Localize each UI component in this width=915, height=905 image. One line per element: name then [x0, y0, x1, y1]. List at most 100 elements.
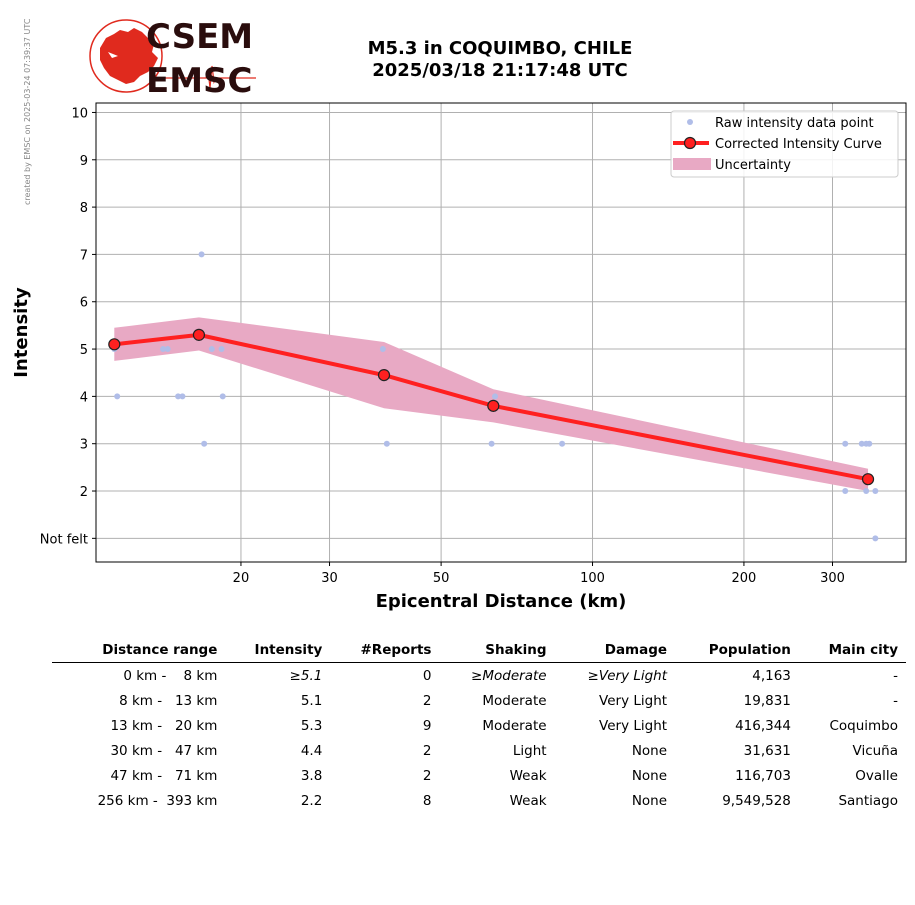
table-cell: 416,344: [735, 717, 791, 734]
column-header: Shaking: [439, 640, 555, 663]
title-line2: 2025/03/18 21:17:48 UTC: [372, 60, 628, 81]
x-tick-label: 100: [580, 571, 605, 586]
table-cell: 47 km - 71 km: [110, 767, 218, 784]
table-cell: 9,549,528: [722, 792, 791, 809]
y-tick-label: 10: [71, 106, 88, 121]
column-header: Intensity: [225, 640, 331, 663]
raw-data-point: [175, 393, 182, 400]
table-cell: 4,163: [752, 667, 791, 684]
table-cell: Moderate: [482, 692, 547, 709]
table-cell: 13 km - 20 km: [110, 717, 218, 734]
curve-marker: [192, 328, 206, 341]
raw-data-point: [858, 440, 865, 447]
table-cell: 5.1: [300, 692, 323, 709]
table-cell: 31,631: [743, 742, 791, 759]
intensity-chart: 20 30 50 100 200 300 Not felt 2 3 4 5 6 7 8 9 10 Epicent…: [11, 102, 907, 612]
curve-marker: [861, 473, 875, 486]
y-tick-label: Not felt: [40, 532, 88, 547]
column-header: #Reports: [330, 640, 440, 663]
raw-data-point: [842, 488, 849, 495]
table-cell: ≥Moderate: [471, 667, 547, 684]
logo-line1: CSEM: [146, 18, 253, 57]
x-tick-label: 200: [732, 571, 757, 586]
x-tick-label: 50: [433, 571, 450, 586]
raw-data-point: [492, 393, 499, 400]
table-cell: 9: [422, 717, 432, 734]
table-cell: Light: [512, 742, 547, 759]
table-cell: -: [893, 692, 898, 709]
table-cell: 5.3: [300, 717, 323, 734]
column-header: Main city: [798, 640, 906, 663]
table-cell: None: [631, 792, 668, 809]
table-cell: 256 km - 393 km: [97, 792, 218, 809]
table-row: 256 km - 393 km 2.2 8 Weak None 9,549,528 Sant…: [52, 788, 906, 813]
table-cell: Weak: [509, 767, 547, 784]
raw-data-point: [383, 440, 390, 447]
raw-data-point: [201, 440, 208, 447]
x-tick-label: 300: [820, 571, 845, 586]
logo-globe-ring: [89, 19, 163, 93]
raw-data-point: [208, 346, 215, 353]
table-row: 13 km - 20 km 5.3 9 Moderate Very Light 416,3…: [52, 713, 906, 738]
x-axis-label: Epicentral Distance (km): [376, 591, 627, 612]
table-row: 0 km - 8 km ≥5.1 0 ≥Moderate ≥Very Light 4,16…: [52, 663, 906, 689]
curve-marker: [108, 338, 121, 351]
table-header-row: Distance range Intensity #Reports Shaking Da…: [52, 640, 906, 663]
table-cell: Moderate: [482, 717, 547, 734]
y-axis-label: Intensity: [11, 287, 32, 378]
table-cell: 4.4: [300, 742, 323, 759]
table-row: 30 km - 47 km 4.4 2 Light None 31,631 Vicuña: [52, 738, 906, 763]
y-tick-label: 4: [80, 390, 88, 405]
legend-raw-marker: [687, 119, 693, 125]
summary-table: Distance range Intensity #Reports Shaking Da…: [52, 640, 906, 813]
table-cell: 116,703: [735, 767, 791, 784]
table-cell: -: [893, 667, 898, 684]
table-cell: 0 km - 8 km: [123, 667, 218, 684]
y-tick-label: 9: [80, 154, 88, 169]
table-cell: None: [631, 767, 668, 784]
x-tick-label: 20: [233, 571, 250, 586]
raw-data-point: [872, 535, 879, 542]
table-cell: 30 km - 47 km: [110, 742, 218, 759]
raw-data-point: [179, 393, 186, 400]
raw-data-point: [198, 251, 205, 258]
y-tick-label: 6: [80, 296, 88, 311]
table-cell: 2: [422, 767, 432, 784]
table-cell: Coquimbo: [829, 717, 898, 734]
table-cell: 8 km - 13 km: [119, 692, 218, 709]
table-cell: 2: [422, 742, 432, 759]
table-cell: Weak: [509, 792, 547, 809]
title-line1: M5.3 in COQUIMBO, CHILE: [367, 38, 633, 59]
y-tick-label: 7: [80, 248, 88, 263]
column-header: Distance range: [52, 640, 226, 663]
raw-data-point: [219, 393, 226, 400]
legend-curve-marker: [683, 136, 697, 150]
raw-data-point: [559, 440, 566, 447]
y-tick-label: 2: [80, 485, 88, 500]
table-cell: ≥5.1: [289, 667, 323, 684]
column-header: Population: [675, 640, 799, 663]
curve-marker: [487, 399, 500, 412]
logo-europe-map: [100, 28, 158, 84]
raw-data-point: [863, 488, 870, 495]
logo-line2: EMSC: [146, 61, 253, 98]
table-cell: 2: [422, 692, 432, 709]
table-cell: 3.8: [300, 767, 323, 784]
table-cell: 2.2: [300, 792, 323, 809]
table-cell: 0: [422, 667, 432, 684]
table-cell: Very Light: [599, 717, 668, 734]
table-cell: Vicuña: [852, 742, 899, 759]
table-body: 0 km - 8 km ≥5.1 0 ≥Moderate ≥Very Light 4,16…: [52, 663, 906, 814]
column-header: Damage: [554, 640, 676, 663]
table-row: 47 km - 71 km 3.8 2 Weak None 116,703 Ovalle: [52, 763, 906, 788]
table-cell: Santiago: [838, 792, 898, 809]
raw-data-point: [160, 346, 167, 353]
table-cell: None: [631, 742, 668, 759]
raw-data-point: [164, 346, 171, 353]
y-tick-label: 8: [80, 201, 88, 216]
table-cell: Very Light: [599, 692, 668, 709]
chart-title: M5.3 in COQUIMBO, CHILE 2025/03/18 21:17…: [300, 38, 700, 82]
raw-data-point: [872, 488, 879, 495]
curve-marker: [377, 368, 391, 382]
raw-data-point: [488, 440, 495, 447]
